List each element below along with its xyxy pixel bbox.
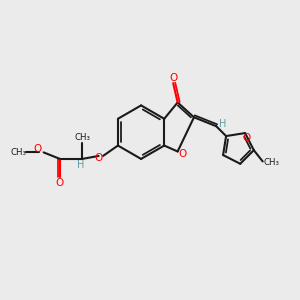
Text: O: O: [179, 149, 187, 159]
Text: O: O: [169, 73, 177, 83]
Text: CH₃: CH₃: [263, 158, 279, 166]
Text: O: O: [34, 144, 42, 154]
Text: O: O: [56, 178, 64, 188]
Text: O: O: [94, 153, 103, 163]
Text: CH₃: CH₃: [10, 148, 26, 157]
Text: H: H: [77, 160, 85, 170]
Text: CH₃: CH₃: [74, 133, 90, 142]
Text: O: O: [242, 134, 251, 143]
Text: H: H: [219, 119, 226, 129]
